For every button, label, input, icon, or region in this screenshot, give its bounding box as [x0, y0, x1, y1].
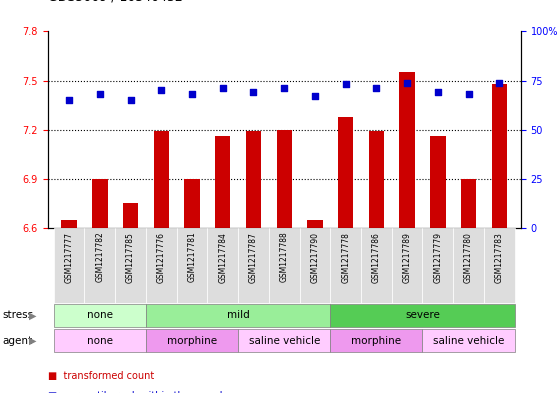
- Text: stress: stress: [3, 310, 34, 320]
- FancyBboxPatch shape: [361, 228, 392, 303]
- Bar: [215, 136, 230, 228]
- Text: GSM1217784: GSM1217784: [218, 231, 227, 283]
- Bar: [307, 220, 323, 228]
- Text: GSM1217781: GSM1217781: [188, 231, 197, 283]
- FancyBboxPatch shape: [484, 228, 515, 303]
- Bar: [184, 179, 200, 228]
- Point: [249, 89, 258, 95]
- Text: GSM1217788: GSM1217788: [279, 231, 289, 283]
- Text: none: none: [87, 336, 113, 346]
- FancyBboxPatch shape: [146, 329, 238, 353]
- Bar: [123, 204, 138, 228]
- Text: GSM1217780: GSM1217780: [464, 231, 473, 283]
- Text: GSM1217787: GSM1217787: [249, 231, 258, 283]
- Text: GSM1217782: GSM1217782: [95, 231, 104, 283]
- FancyBboxPatch shape: [146, 304, 330, 327]
- Point: [157, 87, 166, 94]
- FancyBboxPatch shape: [238, 228, 269, 303]
- FancyBboxPatch shape: [54, 329, 146, 353]
- FancyBboxPatch shape: [176, 228, 207, 303]
- Bar: [430, 136, 446, 228]
- Text: GSM1217777: GSM1217777: [64, 231, 73, 283]
- FancyBboxPatch shape: [330, 228, 361, 303]
- FancyBboxPatch shape: [85, 228, 115, 303]
- Text: GSM1217779: GSM1217779: [433, 231, 442, 283]
- Text: agent: agent: [3, 336, 33, 346]
- Point: [188, 91, 197, 97]
- Point: [95, 91, 104, 97]
- Text: GSM1217778: GSM1217778: [341, 231, 350, 283]
- Text: morphine: morphine: [167, 336, 217, 346]
- Text: GSM1217785: GSM1217785: [126, 231, 135, 283]
- Bar: [338, 117, 353, 228]
- Bar: [62, 220, 77, 228]
- Point: [464, 91, 473, 97]
- FancyBboxPatch shape: [422, 228, 453, 303]
- FancyBboxPatch shape: [330, 329, 422, 353]
- Text: morphine: morphine: [351, 336, 402, 346]
- Text: GDS5009 / 10340432: GDS5009 / 10340432: [48, 0, 183, 3]
- Point: [341, 81, 350, 88]
- Bar: [92, 179, 108, 228]
- Bar: [246, 131, 261, 228]
- Text: ▶: ▶: [29, 310, 36, 320]
- Text: mild: mild: [227, 310, 250, 320]
- Point: [403, 79, 412, 86]
- Bar: [399, 72, 415, 228]
- Point: [372, 85, 381, 92]
- Text: GSM1217789: GSM1217789: [403, 231, 412, 283]
- Text: saline vehicle: saline vehicle: [433, 336, 504, 346]
- Point: [495, 79, 504, 86]
- Text: GSM1217790: GSM1217790: [310, 231, 319, 283]
- FancyBboxPatch shape: [207, 228, 238, 303]
- Text: saline vehicle: saline vehicle: [249, 336, 320, 346]
- Text: GSM1217776: GSM1217776: [157, 231, 166, 283]
- Bar: [277, 130, 292, 228]
- Point: [279, 85, 289, 92]
- Point: [64, 97, 73, 103]
- Text: ■  percentile rank within the sample: ■ percentile rank within the sample: [48, 391, 228, 393]
- Point: [310, 93, 319, 99]
- Text: ■  transformed count: ■ transformed count: [48, 371, 154, 381]
- Point: [433, 89, 442, 95]
- Point: [126, 97, 135, 103]
- Bar: [461, 179, 476, 228]
- Bar: [368, 131, 384, 228]
- FancyBboxPatch shape: [392, 228, 422, 303]
- FancyBboxPatch shape: [54, 304, 146, 327]
- Text: ▶: ▶: [29, 336, 36, 346]
- Point: [218, 85, 227, 92]
- FancyBboxPatch shape: [422, 329, 515, 353]
- Text: severe: severe: [405, 310, 440, 320]
- Bar: [492, 84, 507, 228]
- FancyBboxPatch shape: [269, 228, 300, 303]
- Text: GSM1217786: GSM1217786: [372, 231, 381, 283]
- FancyBboxPatch shape: [115, 228, 146, 303]
- FancyBboxPatch shape: [300, 228, 330, 303]
- Text: none: none: [87, 310, 113, 320]
- FancyBboxPatch shape: [453, 228, 484, 303]
- FancyBboxPatch shape: [238, 329, 330, 353]
- Bar: [153, 131, 169, 228]
- FancyBboxPatch shape: [146, 228, 176, 303]
- Text: GSM1217783: GSM1217783: [495, 231, 504, 283]
- FancyBboxPatch shape: [54, 228, 85, 303]
- FancyBboxPatch shape: [330, 304, 515, 327]
